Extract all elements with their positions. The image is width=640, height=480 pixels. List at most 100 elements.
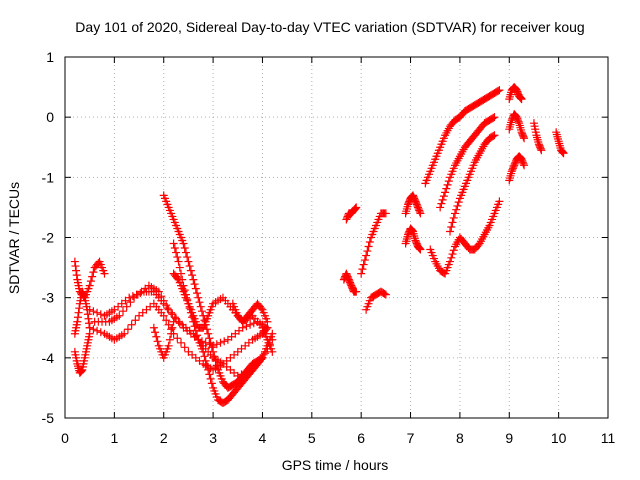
data-point (185, 262, 194, 271)
data-point (537, 146, 546, 155)
data-point (193, 289, 202, 298)
series-arc-26 (552, 128, 568, 158)
data-point (88, 272, 97, 281)
data-point (119, 307, 128, 316)
data-point (519, 159, 528, 168)
data-point (162, 301, 171, 310)
y-tick-label: -3 (42, 290, 55, 306)
y-tick-label: 0 (46, 109, 54, 125)
series-arc-12 (342, 203, 361, 224)
data-point (441, 188, 450, 197)
data-point (180, 244, 189, 253)
data-point (362, 251, 371, 260)
data-point (360, 256, 369, 265)
data-point (153, 337, 162, 346)
data-point (173, 274, 182, 283)
data-point (364, 242, 373, 251)
data-point (85, 305, 94, 314)
x-tick-label: 7 (407, 430, 415, 446)
series-arc-24 (505, 152, 529, 185)
data-point (169, 239, 178, 248)
data-point (206, 338, 215, 347)
data-point (74, 308, 83, 317)
data-point (352, 287, 361, 296)
data-point (490, 131, 499, 140)
data-point (452, 205, 461, 214)
x-tick-label: 0 (61, 430, 69, 446)
data-point (201, 356, 210, 365)
data-point (175, 319, 184, 328)
data-point (164, 305, 173, 314)
x-tick-label: 6 (357, 430, 365, 446)
data-point (363, 247, 372, 256)
data-point (168, 310, 177, 319)
y-tick-label: 1 (46, 49, 54, 65)
data-point (75, 304, 84, 313)
data-point (181, 248, 190, 257)
data-point (73, 313, 82, 322)
data-point (128, 292, 137, 301)
data-point (415, 207, 424, 216)
y-axis-label: SDTVAR / TECUs (6, 182, 22, 294)
data-point (89, 325, 98, 334)
data-point (520, 134, 529, 143)
data-point (559, 149, 568, 158)
data-point (71, 262, 80, 271)
data-point (442, 184, 451, 193)
data-point (490, 113, 499, 122)
data-point (489, 113, 498, 122)
data-point (188, 271, 197, 280)
data-point (205, 334, 214, 343)
data-point (448, 250, 457, 259)
data-point (494, 86, 503, 95)
series-arc-11 (228, 299, 272, 326)
series-arc-18 (421, 86, 504, 188)
data-point (175, 263, 184, 272)
plot-frame (64, 56, 609, 419)
data-point (127, 320, 136, 329)
data-point (209, 347, 218, 356)
data-point (263, 317, 272, 326)
data-point (216, 338, 225, 347)
y-tick-label: -2 (42, 230, 55, 246)
data-point (212, 340, 221, 349)
data-point (416, 209, 425, 218)
data-point (212, 361, 221, 370)
x-tick-label: 1 (110, 430, 118, 446)
data-point (207, 379, 216, 388)
data-point (149, 323, 158, 332)
data-point (257, 304, 266, 313)
data-point (358, 265, 367, 274)
x-tick-label: 8 (456, 430, 464, 446)
data-point (351, 204, 360, 213)
data-point (84, 314, 93, 323)
x-tick-label: 5 (308, 430, 316, 446)
data-point (446, 257, 455, 266)
x-tick-label: 2 (160, 430, 168, 446)
data-point (220, 337, 229, 346)
x-tick-label: 10 (551, 430, 567, 446)
series-arc-20 (446, 131, 499, 236)
data-point (86, 277, 95, 286)
data-point (359, 260, 368, 269)
data-point (351, 204, 360, 213)
data-point (365, 238, 374, 247)
data-point (72, 266, 81, 275)
data-point (516, 93, 525, 102)
data-point (439, 192, 448, 201)
data-point (447, 222, 456, 231)
data-point (381, 209, 390, 218)
y-tick-label: -1 (42, 169, 55, 185)
data-point (558, 147, 567, 156)
data-point (450, 209, 459, 218)
data-point (77, 366, 86, 375)
x-tick-label: 9 (505, 430, 513, 446)
data-point (154, 287, 163, 296)
data-point (453, 201, 462, 210)
data-point (381, 290, 390, 299)
data-point (520, 161, 529, 170)
data-point (536, 144, 545, 153)
data-point (407, 225, 416, 234)
